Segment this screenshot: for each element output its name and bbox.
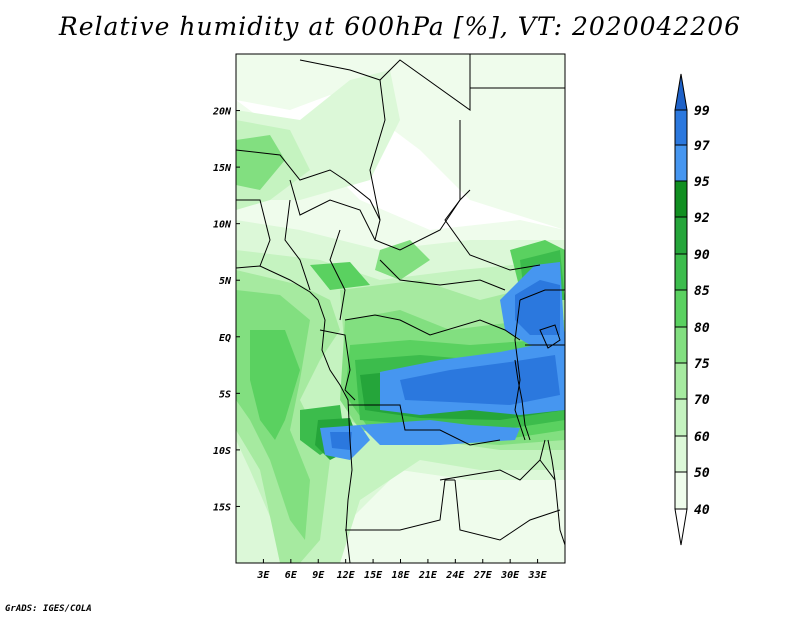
humidity-field: [236, 54, 565, 563]
border-cameroon: [329, 229, 346, 321]
lon-tick-label: 6E: [285, 570, 298, 581]
colorbar-80-85: [674, 289, 688, 328]
lon-tick-label: 24E: [445, 570, 465, 581]
colorbar-level-label: 95: [694, 175, 710, 190]
colorbar-70-75: [674, 362, 688, 400]
lat-tick-label: EQ: [219, 333, 231, 344]
colorbar-level-label: 85: [694, 284, 710, 299]
border-mozambique: [539, 459, 565, 546]
colorbar-level-label: 75: [694, 357, 710, 372]
colorbar-85-90: [674, 253, 688, 291]
colorbar-bottom-arrow: [674, 508, 688, 546]
border-zimbabwe: [454, 479, 561, 541]
lake-victoria: [539, 324, 561, 349]
lon-tick-label: 12E: [337, 570, 356, 581]
colorbar-level-label: 80: [694, 321, 710, 336]
lon-tick-label: 9E: [312, 570, 325, 581]
colorbar-top-arrow: [674, 73, 688, 111]
colorbar: 99 97 95 92 90 85 80 75 70 60 50 40: [674, 73, 710, 546]
lon-tick-label: 21E: [418, 570, 438, 581]
colorbar-95-97: [674, 144, 688, 182]
country-borders: [236, 54, 565, 563]
border-libya-chad: [369, 79, 386, 221]
colorbar-50-60: [674, 435, 688, 473]
lat-tick-label: 20N: [212, 107, 232, 118]
latitude-axis: 20N 15N 10N 5N EQ 5S 10S 15S: [212, 107, 240, 513]
border-congo: [319, 329, 356, 401]
lat-tick-label: 15S: [213, 502, 231, 513]
lake-malawi: [547, 439, 556, 481]
colorbar-level-label: 70: [694, 393, 710, 408]
lon-tick-label: 30E: [500, 570, 520, 581]
colorbar-97-99: [674, 109, 688, 146]
lat-tick-label: 15N: [213, 163, 232, 174]
border-drc-north: [344, 314, 521, 341]
border-zambia: [439, 439, 546, 481]
border-niger: [299, 54, 471, 111]
lat-tick-label: 5N: [219, 276, 232, 287]
border-angola-south: [345, 479, 455, 531]
border-north: [236, 149, 381, 241]
colorbar-level-label: 92: [694, 211, 710, 226]
colorbar-40-50: [674, 471, 688, 510]
coastline-west-africa: [236, 265, 353, 563]
border-sudan-chad: [444, 120, 541, 271]
longitude-axis: 3E 6E 9E 12E 15E 18E 21E 24E 27E 30E 33E: [256, 559, 548, 581]
colorbar-92-95: [674, 180, 688, 218]
colorbar-level-label: 40: [694, 503, 710, 518]
lat-tick-label: 5S: [219, 389, 231, 400]
border-west: [236, 199, 271, 267]
border-east-africa: [519, 289, 565, 301]
colorbar-90-92: [674, 216, 688, 255]
border-angola: [348, 404, 501, 446]
border-nigeria: [284, 199, 311, 291]
map-title: Relative humidity at 600hPa [%], VT: 202…: [58, 12, 742, 41]
lat-tick-label: 10S: [213, 446, 231, 457]
lon-tick-label: 3E: [256, 570, 270, 581]
colorbar-75-80: [674, 326, 688, 364]
colorbar-level-label: 99: [694, 104, 710, 119]
border-drc-east: [514, 299, 526, 441]
colorbar-60-70: [674, 398, 688, 437]
border-car: [379, 259, 506, 291]
colorbar-level-label: 90: [694, 248, 710, 263]
lat-tick-label: 10N: [213, 220, 232, 231]
lon-tick-label: 27E: [473, 570, 493, 581]
border-sahel: [289, 179, 471, 251]
colorbar-level-label: 50: [694, 466, 710, 481]
lon-tick-label: 18E: [391, 570, 410, 581]
grads-credit: GrADS: IGES/COLA: [5, 604, 92, 614]
colorbar-level-label: 97: [694, 139, 710, 154]
colorbar-level-label: 60: [694, 430, 710, 445]
lon-tick-label: 33E: [528, 570, 548, 581]
lon-tick-label: 15E: [364, 570, 383, 581]
lake-tanganyika: [514, 359, 531, 441]
